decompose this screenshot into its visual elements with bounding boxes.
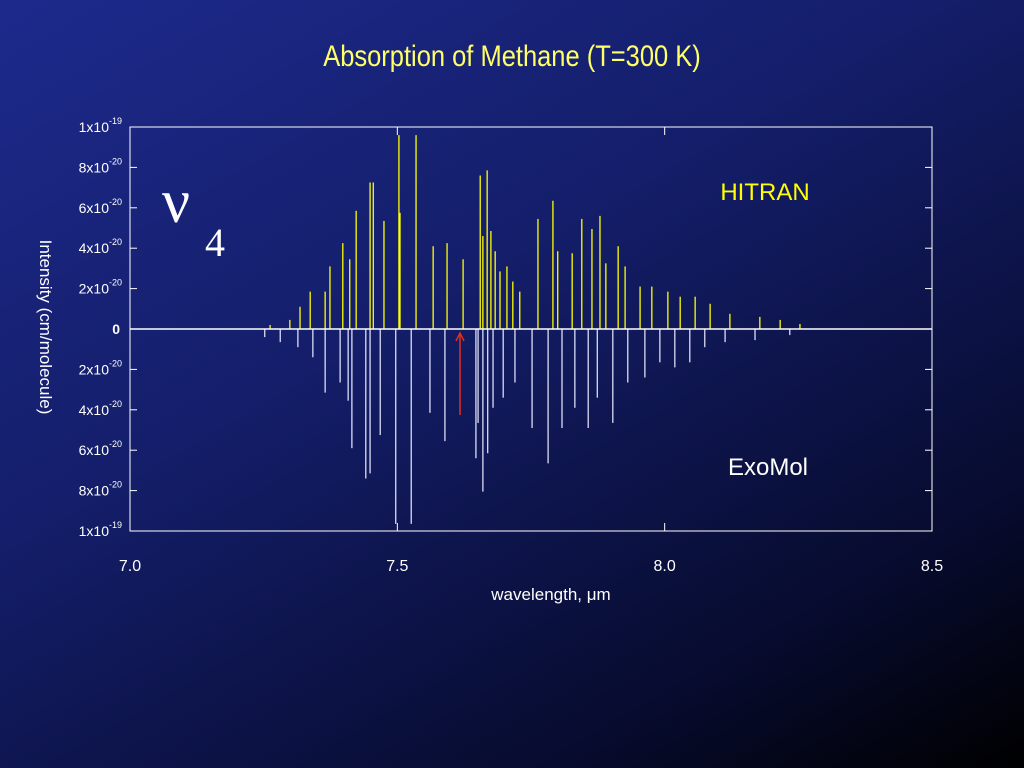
x-tick-label: 8.0 [654,558,676,575]
y-tick-exponent: -19 [109,116,122,126]
y-tick-exponent: -20 [109,439,122,449]
y-tick-mantissa: 2x10 [79,281,110,297]
y-tick-exponent: -20 [109,358,122,368]
y-tick-label: 0 [112,321,120,337]
x-tick-label: 8.5 [921,558,943,575]
x-axis-label: wavelength, μm [490,585,610,604]
y-tick-exponent: -20 [109,399,122,409]
y-tick-label: 2x10-20 [79,358,122,377]
y-tick-label: 1x10-19 [79,116,122,135]
y-tick-mantissa: 6x10 [79,200,110,216]
band-symbol: ν [162,168,190,236]
band-subscript: 4 [205,220,225,265]
y-tick-label: 8x10-20 [79,156,122,175]
x-tick-label: 7.5 [386,558,408,575]
series-label: ExoMol [728,454,808,481]
y-tick-mantissa: 4x10 [79,402,110,418]
arrow-head [455,331,465,342]
y-tick-label: 6x10-20 [79,439,122,458]
y-tick-mantissa: 1x10 [79,119,110,135]
y-tick-exponent: -20 [109,480,122,490]
y-tick-label: 2x10-20 [79,278,122,297]
chart-title: Absorption of Methane (T=300 K) [323,39,701,72]
y-tick-exponent: -20 [109,278,122,288]
y-tick-label: 8x10-20 [79,480,122,499]
y-tick-label: 4x10-20 [79,237,122,256]
x-tick-label: 7.0 [119,558,141,575]
y-tick-exponent: -20 [109,156,122,166]
y-tick-label: 6x10-20 [79,197,122,216]
y-tick-label: 4x10-20 [79,399,122,418]
series-label: HITRAN [720,179,809,206]
y-tick-mantissa: 8x10 [79,159,110,175]
y-tick-mantissa: 1x10 [79,523,110,539]
y-tick-mantissa: 4x10 [79,240,110,256]
y-tick-mantissa: 2x10 [79,361,110,377]
y-tick-mantissa: 6x10 [79,442,110,458]
y-tick-mantissa: 8x10 [79,483,110,499]
y-tick-label: 1x10-19 [79,520,122,539]
y-tick-exponent: -19 [109,520,122,530]
y-axis-label: Intensity (cm/molecule) [36,240,55,415]
y-tick-exponent: -20 [109,197,122,207]
y-tick-exponent: -20 [109,237,122,247]
